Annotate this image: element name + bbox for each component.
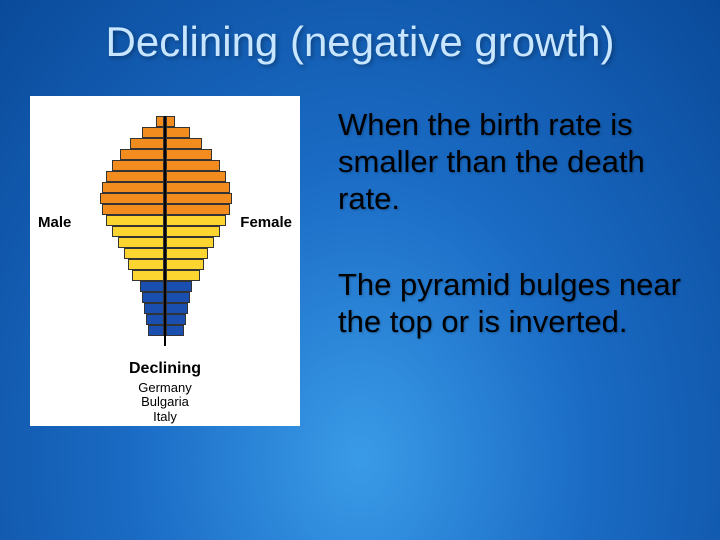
bar-male xyxy=(128,259,164,270)
bar-male xyxy=(144,303,164,314)
bar-female xyxy=(166,248,208,259)
bar-female xyxy=(166,325,184,336)
bar-female xyxy=(166,226,220,237)
bar-male xyxy=(142,127,164,138)
slide-title: Declining (negative growth) xyxy=(0,0,720,66)
bar-male xyxy=(100,193,164,204)
bar-male xyxy=(118,237,164,248)
bar-male xyxy=(112,160,164,171)
bar-female xyxy=(166,270,200,281)
pyramid-chart xyxy=(85,116,245,346)
bar-male xyxy=(156,116,164,127)
paragraph-1: When the birth rate is smaller than the … xyxy=(338,106,690,218)
bar-female xyxy=(166,314,186,325)
bar-male xyxy=(130,138,164,149)
label-female: Female xyxy=(240,214,292,231)
bar-male xyxy=(142,292,164,303)
bar-female xyxy=(166,182,230,193)
bar-female xyxy=(166,292,190,303)
label-countries: GermanyBulgariaItaly xyxy=(138,381,191,424)
label-declining: Declining xyxy=(129,360,201,378)
pyramid-figure: Male Female Declining GermanyBulgariaIta… xyxy=(30,96,300,426)
bar-female xyxy=(166,215,226,226)
bar-female xyxy=(166,160,220,171)
bar-male xyxy=(124,248,164,259)
bar-male xyxy=(148,325,164,336)
bar-male xyxy=(102,182,164,193)
bar-female xyxy=(166,204,230,215)
bar-female xyxy=(166,259,204,270)
bar-male xyxy=(102,204,164,215)
paragraph-2: The pyramid bulges near the top or is in… xyxy=(338,266,690,340)
bar-male xyxy=(140,281,164,292)
bar-male xyxy=(146,314,164,325)
bar-male xyxy=(120,149,164,160)
bar-male xyxy=(106,215,164,226)
bar-female xyxy=(166,127,190,138)
bar-male xyxy=(112,226,164,237)
text-column: When the birth rate is smaller than the … xyxy=(300,96,690,426)
bar-female xyxy=(166,237,214,248)
bar-female xyxy=(166,303,188,314)
content-area: Male Female Declining GermanyBulgariaIta… xyxy=(0,96,720,426)
bar-female xyxy=(166,149,212,160)
label-male: Male xyxy=(38,214,71,231)
bar-male xyxy=(106,171,164,182)
bar-male xyxy=(132,270,164,281)
bar-female xyxy=(166,281,192,292)
bar-female xyxy=(166,116,175,127)
bar-female xyxy=(166,138,202,149)
bar-female xyxy=(166,171,226,182)
bar-female xyxy=(166,193,232,204)
